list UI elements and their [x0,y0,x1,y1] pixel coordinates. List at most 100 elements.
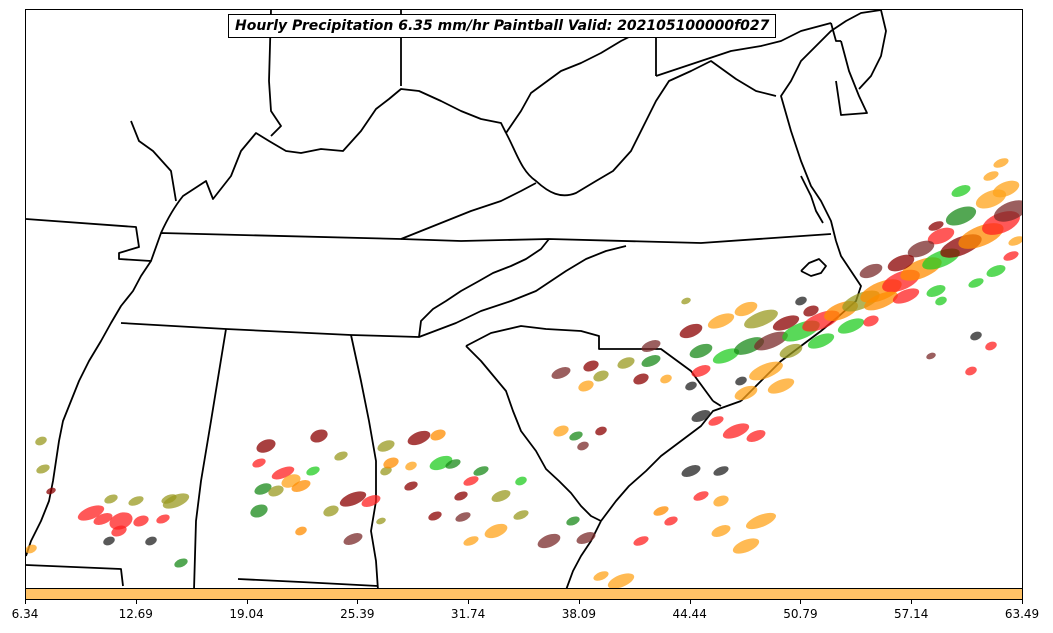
colorbar-tick-label: 38.09 [561,607,597,621]
colorbar-tick-mark [25,600,26,604]
precip-blob [965,366,977,376]
precip-blob [256,439,276,453]
precip-blob [772,315,800,331]
precip-blob [708,416,724,426]
precip-blob [339,491,367,507]
precip-blob [553,425,569,437]
precip-blob [145,536,157,546]
precip-blob [927,227,955,245]
precip-blob [473,466,489,476]
precip-blob [892,288,920,304]
ms-la-line [26,564,124,587]
nj-coast [858,10,887,90]
colorbar-tick-label: 25.39 [340,607,375,621]
precip-blob [250,504,268,518]
precip-blob [593,571,609,581]
precip-blob [863,315,879,327]
va-coast [780,10,882,242]
precip-blob [26,544,37,554]
precip-blob [754,331,788,351]
precip-blob [641,340,661,352]
precip-blob [712,348,740,364]
state-boundaries [26,10,887,588]
precip-blob [691,365,711,377]
precip-blob [641,355,661,367]
precip-blob [803,305,819,317]
sc-ga-coast-small [712,400,722,407]
colorbar-tick-label: 31.74 [450,607,486,621]
precip-blob [295,526,307,536]
precip-blob [593,370,609,382]
nc-sc-line [465,325,714,402]
precip-blob [306,466,320,476]
precip-blobs [26,158,1022,588]
precip-blob [779,343,803,359]
mississippi-river [26,260,152,557]
tn-ky-border [26,218,832,262]
precip-blob [595,426,607,436]
precip-blob [109,512,133,530]
precip-blob [744,309,778,329]
precip-blob [864,291,898,311]
precip-blob [1003,251,1019,261]
colorbar-tick-mark [800,600,802,604]
precip-blob [271,466,295,480]
precip-blob [430,429,446,441]
precip-blob [617,357,635,369]
precip-blob [633,373,649,385]
precip-blob [735,376,747,386]
colorbar-tick-label: 12.69 [118,607,153,621]
precip-blob [713,495,729,507]
precip-blob [681,465,701,477]
ms-al-line [193,328,227,588]
colorbar-tick-mark [135,600,137,604]
precip-blob [569,431,583,441]
ga-sc-river [465,345,602,522]
precip-blob [361,495,381,507]
precip-blob [983,171,999,181]
precip-blob [133,515,149,527]
precip-blob [734,301,758,317]
precip-blob [970,331,982,341]
md-border [655,22,832,77]
precip-blob [664,516,678,526]
precip-blob [577,441,589,451]
precip-blob [513,510,529,520]
precip-blob [551,367,571,379]
precip-blob [926,285,946,297]
delmarva [835,40,868,116]
precip-blob [156,514,170,524]
precip-blob [578,380,594,392]
precip-blob [537,533,561,549]
precip-blob [128,496,144,506]
precip-blob [36,464,50,474]
precip-blob [992,180,1020,198]
va-tn-ky [400,182,537,240]
precip-blob [985,341,997,351]
precip-blob [576,532,596,544]
al-ga-line [350,334,379,588]
precip-blob [607,573,635,588]
precip-blob [681,297,691,305]
colorbar-tick-mark [578,600,580,604]
precip-blob [484,523,508,539]
precip-blob [986,265,1006,277]
precip-blob [837,318,865,334]
colorbar-tick-mark [911,600,913,604]
precip-blob [679,323,703,339]
precip-blob [405,461,417,471]
colorbar-tick-mark [689,600,691,604]
precip-blob [291,480,311,492]
colorbar-tick-mark [246,600,248,604]
precip-blob [859,263,883,279]
precip-blob [455,512,471,522]
precip-blob [334,451,348,461]
precip-blob [252,458,266,468]
precip-blob [926,352,936,360]
precip-blob [161,494,177,504]
precip-blob [463,536,479,546]
precip-blob [268,485,284,497]
pamlico [800,258,827,277]
precip-blob [745,512,777,530]
precip-blob [907,240,935,258]
